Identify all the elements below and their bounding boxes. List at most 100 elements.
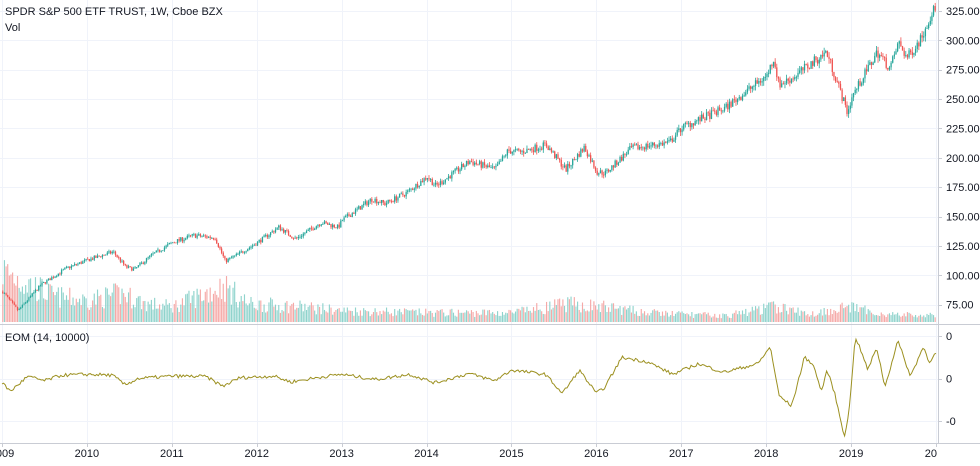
volume-bar — [457, 309, 459, 322]
volume-bar — [121, 288, 123, 322]
candle — [792, 76, 794, 83]
candle — [118, 255, 120, 260]
candle — [407, 189, 409, 195]
candle — [815, 56, 817, 63]
volume-bar — [761, 313, 763, 322]
volume-bar — [616, 308, 618, 322]
volume-bar — [178, 312, 180, 322]
volume-bar — [766, 304, 768, 322]
candle — [124, 263, 126, 267]
candle — [410, 188, 412, 192]
volume-bar — [183, 305, 185, 322]
volume-bar — [599, 312, 602, 322]
candle — [521, 149, 523, 156]
candle — [464, 164, 466, 170]
volume-bar — [141, 309, 143, 322]
candle — [498, 159, 500, 165]
candle — [921, 30, 923, 43]
candle — [906, 53, 909, 60]
volume-bar — [363, 308, 365, 322]
volume-bar — [274, 304, 277, 322]
candle — [852, 92, 855, 102]
candle — [495, 163, 497, 171]
candle — [534, 143, 536, 153]
volume-bar — [230, 304, 232, 322]
volume-bar — [358, 315, 360, 322]
volume-bar — [701, 314, 703, 322]
volume-bar — [728, 317, 731, 322]
candle — [338, 222, 340, 230]
candle — [305, 229, 308, 234]
candle — [588, 153, 590, 157]
volume-bar — [810, 315, 812, 322]
volume-bar — [843, 308, 845, 322]
candle — [403, 194, 406, 198]
candle — [122, 259, 125, 266]
candle — [189, 234, 192, 238]
candle — [90, 256, 92, 262]
candle — [789, 76, 791, 87]
volume-bar — [562, 299, 564, 322]
candle — [428, 175, 430, 182]
price-axis[interactable]: 75.00 100.00 125.00 150.00 175.00 200.00 225.0… — [938, 6, 980, 312]
candle — [310, 225, 313, 231]
candle — [637, 141, 639, 151]
candle — [802, 67, 804, 75]
candle — [114, 250, 117, 257]
volume-bar — [781, 312, 783, 322]
volume-bar — [100, 294, 102, 322]
volume-bar — [157, 308, 159, 322]
candle — [771, 63, 773, 70]
volume-bar — [70, 304, 72, 322]
volume-bar — [563, 305, 566, 322]
candle — [415, 183, 417, 191]
volume-bar — [235, 302, 237, 322]
candle — [134, 265, 136, 269]
volume-bar — [740, 314, 742, 322]
volume-bar — [825, 314, 827, 322]
volume-bar — [420, 313, 422, 322]
candle — [75, 263, 77, 266]
candle — [224, 255, 226, 261]
candle — [44, 282, 46, 285]
candle — [21, 304, 24, 308]
volume-bar — [21, 286, 23, 322]
candle — [888, 65, 891, 71]
candle — [459, 167, 461, 175]
candle — [413, 187, 415, 193]
volume-bar — [461, 312, 463, 322]
candle — [287, 229, 290, 237]
candle — [492, 163, 494, 170]
volume-bar — [385, 307, 388, 322]
price-candles — [2, 2, 936, 312]
volume-bar — [464, 312, 466, 322]
chart-frame — [0, 0, 980, 444]
eom-axis[interactable]: 0 0 -0 — [938, 331, 956, 428]
candle — [198, 232, 200, 236]
volume-bar — [856, 304, 858, 322]
candle — [194, 233, 197, 239]
volume-bar — [929, 312, 931, 322]
volume-bar — [126, 302, 128, 322]
volume-bar — [297, 307, 299, 322]
candle — [527, 148, 530, 150]
candle — [429, 178, 432, 183]
candle — [232, 255, 234, 259]
candle — [209, 235, 211, 241]
candle — [895, 48, 897, 55]
candle — [343, 215, 345, 223]
volume-bar — [43, 298, 45, 322]
volume-bar — [883, 315, 886, 322]
time-axis[interactable]: 2009 2010 2011 2012 2013 2014 2015 2016 2017 2018… — [0, 443, 937, 460]
volume-bar — [211, 301, 213, 322]
candle — [743, 91, 745, 97]
candle — [836, 77, 838, 83]
candle — [227, 257, 229, 263]
volume-bar — [619, 305, 621, 322]
volume-bar — [905, 316, 907, 322]
candle — [741, 93, 744, 102]
volume-bar — [833, 310, 835, 322]
candle — [185, 237, 187, 241]
candle — [500, 158, 502, 162]
candle — [568, 161, 571, 169]
